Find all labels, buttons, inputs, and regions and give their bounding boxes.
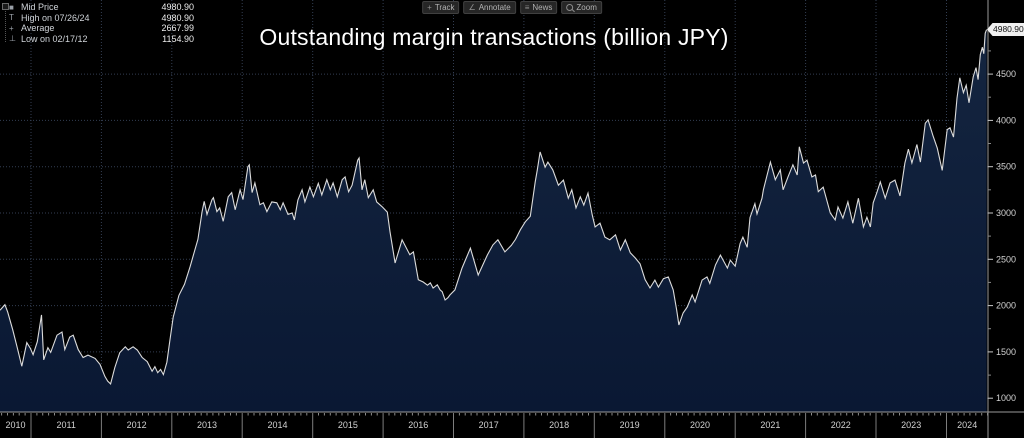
svg-text:2014: 2014 [267,420,287,430]
track-crosshair-icon: + [427,2,432,12]
svg-text:2018: 2018 [549,420,569,430]
high-marker-icon: T [9,13,14,23]
legend-row-mid-price[interactable]: ■ Mid Price 4980.90 [2,2,194,13]
svg-text:2016: 2016 [408,420,428,430]
svg-text:2013: 2013 [197,420,217,430]
svg-text:2021: 2021 [760,420,780,430]
legend-row-high[interactable]: T High on 07/26/24 4980.90 [2,13,194,24]
chart-legend: ■ Mid Price 4980.90 T High on 07/26/24 4… [2,2,194,44]
mid-price-square-icon: ■ [9,2,14,12]
zoom-button-label: Zoom [576,3,597,12]
svg-text:2000: 2000 [996,301,1016,311]
svg-text:3500: 3500 [996,162,1016,172]
last-price-tag: 4980.90 [987,23,1024,37]
svg-text:4000: 4000 [996,115,1016,125]
svg-text:4500: 4500 [996,69,1016,79]
svg-text:2011: 2011 [57,420,76,430]
average-marker-icon: + [9,23,14,33]
zoom-magnifier-icon [566,4,574,11]
mid-price-value: 4980.90 [161,2,194,13]
svg-text:2023: 2023 [901,420,921,430]
svg-text:1000: 1000 [996,393,1016,403]
svg-text:2022: 2022 [831,420,851,430]
svg-text:2012: 2012 [127,420,147,430]
svg-text:2020: 2020 [690,420,710,430]
svg-text:2017: 2017 [479,420,499,430]
news-button-label: News [532,3,553,12]
high-label: High on 07/26/24 [21,12,90,23]
chart-title: Outstanding margin transactions (billion… [259,24,729,50]
svg-text:2015: 2015 [338,420,358,430]
low-value: 1154.90 [162,33,194,44]
average-label: Average [21,23,55,34]
low-marker-icon: ⊥ [9,34,16,44]
legend-row-average[interactable]: + Average 2667.99 [2,23,194,34]
svg-text:2500: 2500 [996,254,1016,264]
mid-price-label: Mid Price [21,2,59,13]
svg-text:2024: 2024 [957,420,977,430]
average-value: 2667.99 [161,23,194,34]
track-button-label: Track [434,3,455,12]
low-label: Low on 02/17/12 [21,33,88,44]
chart-toolbar: + Track ∠ Annotate ≡ News Zoom [422,1,602,14]
legend-row-low[interactable]: ⊥ Low on 02/17/12 1154.90 [2,34,194,45]
news-button[interactable]: ≡ News [519,1,558,14]
svg-text:2010: 2010 [5,420,25,430]
annotate-button-label: Annotate [478,3,511,12]
legend-expander-icon[interactable] [2,3,9,10]
svg-text:3000: 3000 [996,208,1016,218]
track-button[interactable]: + Track [422,1,460,14]
svg-text:1500: 1500 [996,347,1016,357]
news-list-icon: ≡ [524,2,530,12]
high-value: 4980.90 [161,12,194,23]
annotate-pencil-icon: ∠ [468,2,476,12]
svg-text:2019: 2019 [620,420,640,430]
zoom-button[interactable]: Zoom [561,1,602,14]
annotate-button[interactable]: ∠ Annotate [463,1,516,14]
legend-bracket [5,11,6,42]
